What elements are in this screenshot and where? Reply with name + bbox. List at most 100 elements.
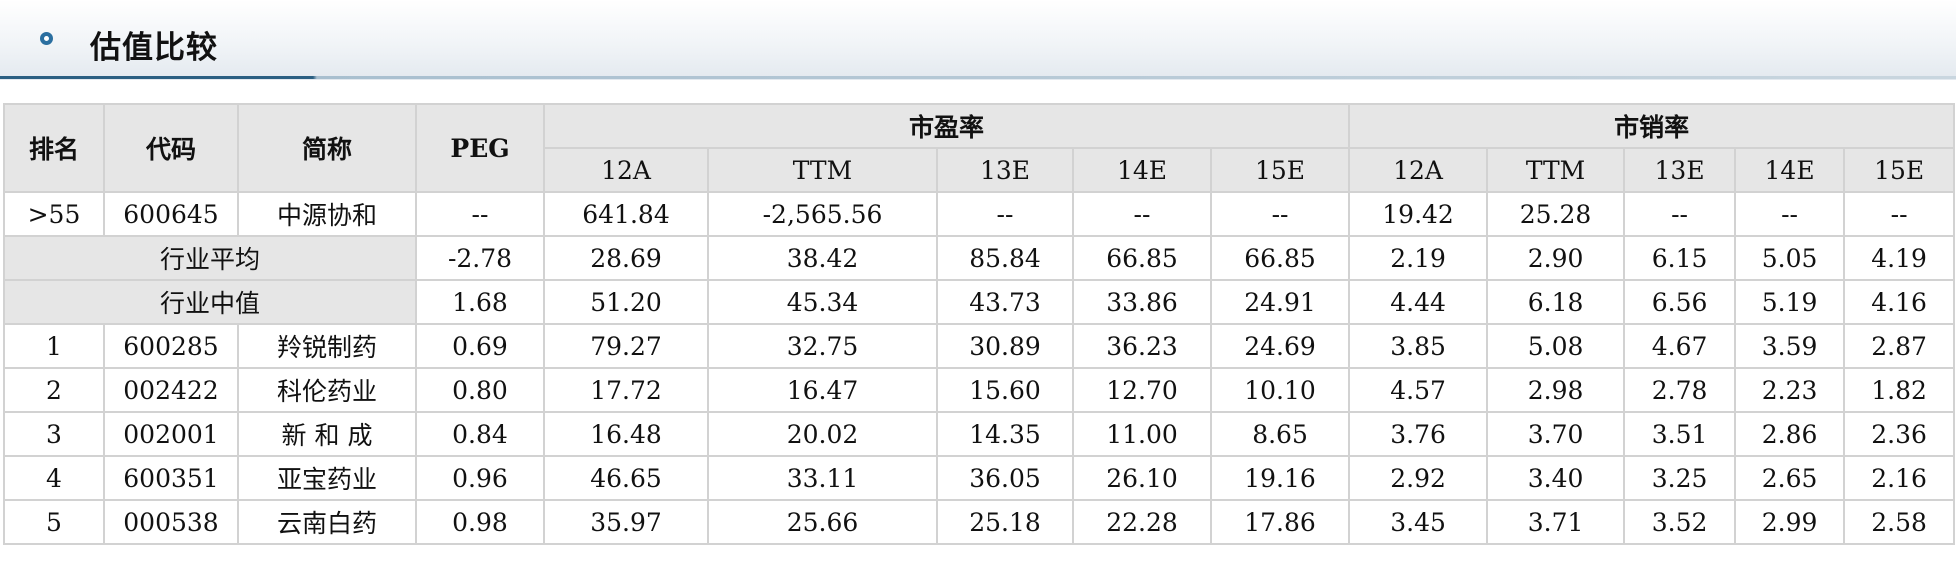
header-pe-13e: 13E: [936, 147, 1074, 193]
peg-cell: 0.98: [415, 499, 545, 545]
pe-cell: 8.65: [1209, 411, 1351, 457]
pe-cell: 32.75: [707, 323, 938, 369]
ps-cell: 2.87: [1843, 323, 1956, 369]
table-row: 3 002001 新 和 成 0.84 16.48 20.02 14.35 11.00 8.65…: [3, 411, 1956, 457]
ps-cell: 3.59: [1734, 323, 1846, 369]
ps-cell: 3.25: [1623, 455, 1737, 501]
ps-cell: 2.98: [1486, 367, 1626, 413]
table-row: 2 002422 科伦药业 0.80 17.72 16.47 15.60 12.70 10.10…: [3, 367, 1956, 413]
pe-cell: 15.60: [936, 367, 1074, 413]
pe-cell: 38.42: [707, 235, 938, 281]
pe-cell: 43.73: [936, 279, 1074, 325]
ps-cell: 2.36: [1843, 411, 1956, 457]
header-pe-group: 市盈率: [542, 103, 1351, 149]
ps-cell: --: [1734, 191, 1846, 237]
ps-cell: 6.18: [1486, 279, 1626, 325]
header-ps-ttm: TTM: [1486, 147, 1626, 193]
valuation-comparison-table: 排名 代码 简称 PEG 市盈率 市销率 12A TTM 13E 14E 15E…: [3, 103, 1956, 545]
ps-cell: 2.65: [1734, 455, 1846, 501]
ps-cell: 4.16: [1843, 279, 1956, 325]
pe-cell: 30.89: [936, 323, 1074, 369]
header-row-periods: 12A TTM 13E 14E 15E 12A TTM 13E 14E 15E: [4, 147, 1956, 193]
peg-cell: 1.68: [415, 279, 545, 325]
pe-cell: 17.72: [543, 367, 709, 413]
code-cell: 600285: [103, 323, 239, 369]
pe-cell: 641.84: [543, 191, 709, 237]
name-cell: 羚锐制药: [237, 323, 417, 369]
name-cell: 科伦药业: [237, 367, 417, 413]
ps-cell: 4.57: [1348, 367, 1489, 413]
ps-cell: 25.28: [1486, 191, 1626, 237]
rank-cell: 4: [3, 455, 105, 501]
name-cell: 亚宝药业: [237, 455, 417, 501]
ps-cell: 5.05: [1734, 235, 1846, 281]
pe-cell: 10.10: [1209, 367, 1351, 413]
pe-cell: 79.27: [543, 323, 709, 369]
table-row: 5 000538 云南白药 0.98 35.97 25.66 25.18 22.28 17.86…: [3, 499, 1956, 545]
industry-average-row: 行业平均 -2.78 28.69 38.42 85.84 66.85 66.85…: [3, 235, 1956, 281]
ranked-rows: 1 600285 羚锐制药 0.69 79.27 32.75 30.89 36.23 24.69…: [3, 323, 1956, 545]
pe-cell: 36.05: [936, 455, 1074, 501]
name-cell: 中源协和: [237, 191, 417, 237]
pe-cell: -2,565.56: [707, 191, 938, 237]
ps-cell: 3.70: [1486, 411, 1626, 457]
ps-cell: 3.40: [1486, 455, 1626, 501]
panel-title: 估值比较: [90, 30, 218, 66]
pe-cell: 33.11: [707, 455, 938, 501]
ps-cell: 2.86: [1734, 411, 1846, 457]
header-name: 简称: [237, 103, 417, 193]
pe-cell: 46.65: [543, 455, 709, 501]
code-cell: 002001: [103, 411, 239, 457]
ps-cell: --: [1843, 191, 1956, 237]
header-pe-15e: 15E: [1209, 147, 1351, 193]
table-row: 1 600285 羚锐制药 0.69 79.27 32.75 30.89 36.23 24.69…: [3, 323, 1956, 369]
ps-cell: 4.67: [1623, 323, 1737, 369]
rank-cell: 1: [3, 323, 105, 369]
header-pe-ttm: TTM: [707, 147, 938, 193]
ps-cell: 4.19: [1843, 235, 1956, 281]
industry-average-label: 行业平均: [3, 235, 417, 281]
ps-cell: --: [1623, 191, 1737, 237]
header-row-group: 排名 代码 简称 PEG 市盈率 市销率: [3, 103, 1956, 193]
ps-cell: 2.78: [1623, 367, 1737, 413]
code-cell: 002422: [103, 367, 239, 413]
header-code: 代码: [103, 103, 239, 193]
header-pe-12a: 12A: [543, 147, 709, 193]
pe-cell: 45.34: [707, 279, 938, 325]
industry-median-label: 行业中值: [3, 279, 417, 325]
peg-cell: 0.80: [415, 367, 545, 413]
industry-median-row: 行业中值 1.68 51.20 45.34 43.73 33.86 24.91 …: [3, 279, 1956, 325]
code-cell: 000538: [103, 499, 239, 545]
pe-cell: 33.86: [1072, 279, 1212, 325]
ps-cell: 3.85: [1348, 323, 1489, 369]
ps-cell: 2.19: [1348, 235, 1489, 281]
header-divider: [0, 76, 1956, 79]
pe-cell: 24.69: [1209, 323, 1351, 369]
ps-cell: 6.56: [1623, 279, 1737, 325]
pe-cell: 35.97: [543, 499, 709, 545]
pe-cell: 22.28: [1072, 499, 1212, 545]
ps-cell: 2.16: [1843, 455, 1956, 501]
pe-cell: 25.66: [707, 499, 938, 545]
rank-cell: 2: [3, 367, 105, 413]
ps-cell: 2.58: [1843, 499, 1956, 545]
header-ps-12a: 12A: [1348, 147, 1489, 193]
pe-cell: --: [1209, 191, 1351, 237]
pe-cell: 14.35: [936, 411, 1074, 457]
pe-cell: --: [936, 191, 1074, 237]
pe-cell: 25.18: [936, 499, 1074, 545]
ps-cell: 2.90: [1486, 235, 1626, 281]
header-peg: PEG: [415, 103, 545, 193]
pe-cell: 85.84: [936, 235, 1074, 281]
ps-cell: 6.15: [1623, 235, 1737, 281]
header-ps-13e: 13E: [1623, 147, 1737, 193]
rank-cell: 5: [3, 499, 105, 545]
ps-cell: 2.99: [1734, 499, 1846, 545]
rank-cell: >55: [3, 191, 105, 237]
pe-cell: 20.02: [707, 411, 938, 457]
peg-cell: 0.84: [415, 411, 545, 457]
pe-cell: 12.70: [1072, 367, 1212, 413]
ps-cell: 2.92: [1348, 455, 1489, 501]
pe-cell: 51.20: [543, 279, 709, 325]
pe-cell: 24.91: [1209, 279, 1351, 325]
